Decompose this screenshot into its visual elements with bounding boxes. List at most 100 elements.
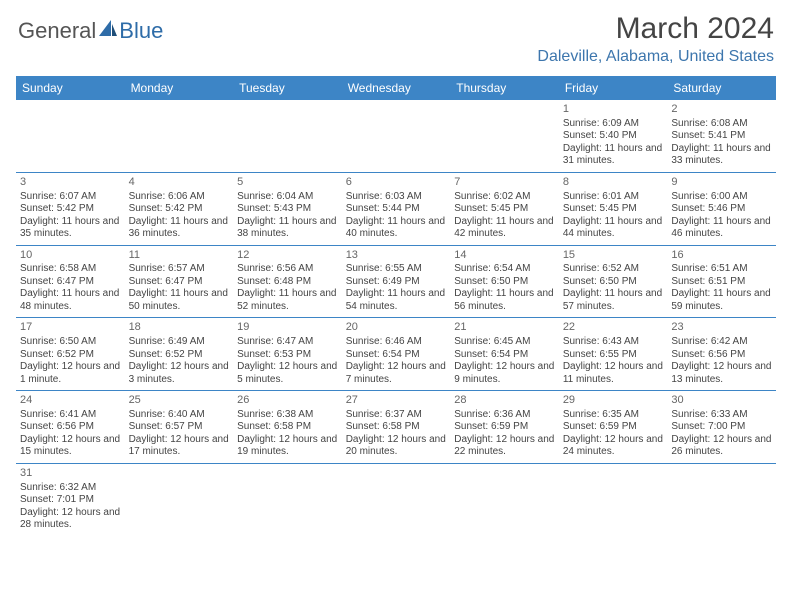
sunset-text: Sunset: 6:58 PM xyxy=(237,421,338,434)
sunrise-text: Sunrise: 6:00 AM xyxy=(671,191,772,204)
sunset-text: Sunset: 6:47 PM xyxy=(129,276,230,289)
daylight-text: Daylight: 11 hours and 57 minutes. xyxy=(563,288,664,313)
logo: General Blue xyxy=(18,18,163,44)
daylight-text: Daylight: 12 hours and 19 minutes. xyxy=(237,434,338,459)
sunrise-text: Sunrise: 6:36 AM xyxy=(454,409,555,422)
sunset-text: Sunset: 5:41 PM xyxy=(671,130,772,143)
sunset-text: Sunset: 5:40 PM xyxy=(563,130,664,143)
month-title: March 2024 xyxy=(537,12,774,46)
day-number: 31 xyxy=(20,467,121,481)
sunset-text: Sunset: 7:01 PM xyxy=(20,494,121,507)
daylight-text: Daylight: 12 hours and 28 minutes. xyxy=(20,507,121,532)
logo-text-left: General xyxy=(18,18,96,44)
day-number: 14 xyxy=(454,249,555,263)
sunrise-text: Sunrise: 6:54 AM xyxy=(454,263,555,276)
calendar-cell-empty xyxy=(125,463,234,535)
day-number: 22 xyxy=(563,321,664,335)
sunset-text: Sunset: 5:45 PM xyxy=(454,203,555,216)
sunset-text: Sunset: 6:59 PM xyxy=(454,421,555,434)
day-number: 1 xyxy=(563,103,664,117)
calendar-cell: 7Sunrise: 6:02 AMSunset: 5:45 PMDaylight… xyxy=(450,172,559,245)
day-number: 26 xyxy=(237,394,338,408)
calendar-cell: 29Sunrise: 6:35 AMSunset: 6:59 PMDayligh… xyxy=(559,391,668,464)
calendar-table: SundayMondayTuesdayWednesdayThursdayFrid… xyxy=(16,76,776,536)
day-number: 12 xyxy=(237,249,338,263)
calendar-header-row: SundayMondayTuesdayWednesdayThursdayFrid… xyxy=(16,76,776,100)
calendar-row: 17Sunrise: 6:50 AMSunset: 6:52 PMDayligh… xyxy=(16,318,776,391)
sunset-text: Sunset: 6:52 PM xyxy=(20,349,121,362)
sunrise-text: Sunrise: 6:42 AM xyxy=(671,336,772,349)
calendar-cell: 14Sunrise: 6:54 AMSunset: 6:50 PMDayligh… xyxy=(450,245,559,318)
sunrise-text: Sunrise: 6:09 AM xyxy=(563,118,664,131)
sunset-text: Sunset: 5:46 PM xyxy=(671,203,772,216)
calendar-row: 10Sunrise: 6:58 AMSunset: 6:47 PMDayligh… xyxy=(16,245,776,318)
day-number: 20 xyxy=(346,321,447,335)
daylight-text: Daylight: 11 hours and 42 minutes. xyxy=(454,216,555,241)
sunset-text: Sunset: 6:56 PM xyxy=(671,349,772,362)
daylight-text: Daylight: 11 hours and 44 minutes. xyxy=(563,216,664,241)
calendar-cell: 8Sunrise: 6:01 AMSunset: 5:45 PMDaylight… xyxy=(559,172,668,245)
logo-text-right: Blue xyxy=(119,18,163,44)
calendar-cell: 19Sunrise: 6:47 AMSunset: 6:53 PMDayligh… xyxy=(233,318,342,391)
sunset-text: Sunset: 6:49 PM xyxy=(346,276,447,289)
calendar-cell-empty xyxy=(342,100,451,172)
sunset-text: Sunset: 6:54 PM xyxy=(454,349,555,362)
day-number: 30 xyxy=(671,394,772,408)
calendar-cell: 2Sunrise: 6:08 AMSunset: 5:41 PMDaylight… xyxy=(667,100,776,172)
day-number: 16 xyxy=(671,249,772,263)
day-number: 25 xyxy=(129,394,230,408)
sunrise-text: Sunrise: 6:50 AM xyxy=(20,336,121,349)
calendar-row: 24Sunrise: 6:41 AMSunset: 6:56 PMDayligh… xyxy=(16,391,776,464)
calendar-cell: 27Sunrise: 6:37 AMSunset: 6:58 PMDayligh… xyxy=(342,391,451,464)
sunset-text: Sunset: 6:48 PM xyxy=(237,276,338,289)
sunrise-text: Sunrise: 6:37 AM xyxy=(346,409,447,422)
daylight-text: Daylight: 12 hours and 1 minute. xyxy=(20,361,121,386)
sunset-text: Sunset: 6:54 PM xyxy=(346,349,447,362)
calendar-cell: 15Sunrise: 6:52 AMSunset: 6:50 PMDayligh… xyxy=(559,245,668,318)
calendar-cell: 11Sunrise: 6:57 AMSunset: 6:47 PMDayligh… xyxy=(125,245,234,318)
sunrise-text: Sunrise: 6:02 AM xyxy=(454,191,555,204)
day-number: 6 xyxy=(346,176,447,190)
sunset-text: Sunset: 6:55 PM xyxy=(563,349,664,362)
day-header: Sunday xyxy=(16,76,125,100)
page-header: General Blue March 2024 Daleville, Alaba… xyxy=(0,0,792,70)
calendar-cell-empty xyxy=(342,463,451,535)
calendar-cell: 5Sunrise: 6:04 AMSunset: 5:43 PMDaylight… xyxy=(233,172,342,245)
day-number: 3 xyxy=(20,176,121,190)
day-number: 23 xyxy=(671,321,772,335)
calendar-cell: 28Sunrise: 6:36 AMSunset: 6:59 PMDayligh… xyxy=(450,391,559,464)
day-number: 21 xyxy=(454,321,555,335)
sunrise-text: Sunrise: 6:51 AM xyxy=(671,263,772,276)
day-number: 2 xyxy=(671,103,772,117)
daylight-text: Daylight: 11 hours and 36 minutes. xyxy=(129,216,230,241)
daylight-text: Daylight: 11 hours and 40 minutes. xyxy=(346,216,447,241)
sunrise-text: Sunrise: 6:40 AM xyxy=(129,409,230,422)
sunrise-text: Sunrise: 6:55 AM xyxy=(346,263,447,276)
sunrise-text: Sunrise: 6:49 AM xyxy=(129,336,230,349)
day-number: 24 xyxy=(20,394,121,408)
sunrise-text: Sunrise: 6:35 AM xyxy=(563,409,664,422)
daylight-text: Daylight: 11 hours and 35 minutes. xyxy=(20,216,121,241)
day-header: Thursday xyxy=(450,76,559,100)
calendar-cell: 6Sunrise: 6:03 AMSunset: 5:44 PMDaylight… xyxy=(342,172,451,245)
day-number: 28 xyxy=(454,394,555,408)
day-number: 13 xyxy=(346,249,447,263)
sunset-text: Sunset: 6:57 PM xyxy=(129,421,230,434)
daylight-text: Daylight: 11 hours and 38 minutes. xyxy=(237,216,338,241)
calendar-cell: 9Sunrise: 6:00 AMSunset: 5:46 PMDaylight… xyxy=(667,172,776,245)
daylight-text: Daylight: 11 hours and 56 minutes. xyxy=(454,288,555,313)
sunrise-text: Sunrise: 6:43 AM xyxy=(563,336,664,349)
sunset-text: Sunset: 6:52 PM xyxy=(129,349,230,362)
calendar-cell-empty xyxy=(233,100,342,172)
sunrise-text: Sunrise: 6:33 AM xyxy=(671,409,772,422)
sunset-text: Sunset: 5:44 PM xyxy=(346,203,447,216)
day-header: Monday xyxy=(125,76,234,100)
day-number: 27 xyxy=(346,394,447,408)
daylight-text: Daylight: 11 hours and 46 minutes. xyxy=(671,216,772,241)
day-header: Saturday xyxy=(667,76,776,100)
day-number: 17 xyxy=(20,321,121,335)
calendar-row: 1Sunrise: 6:09 AMSunset: 5:40 PMDaylight… xyxy=(16,100,776,172)
sunrise-text: Sunrise: 6:03 AM xyxy=(346,191,447,204)
day-number: 8 xyxy=(563,176,664,190)
calendar-cell: 1Sunrise: 6:09 AMSunset: 5:40 PMDaylight… xyxy=(559,100,668,172)
